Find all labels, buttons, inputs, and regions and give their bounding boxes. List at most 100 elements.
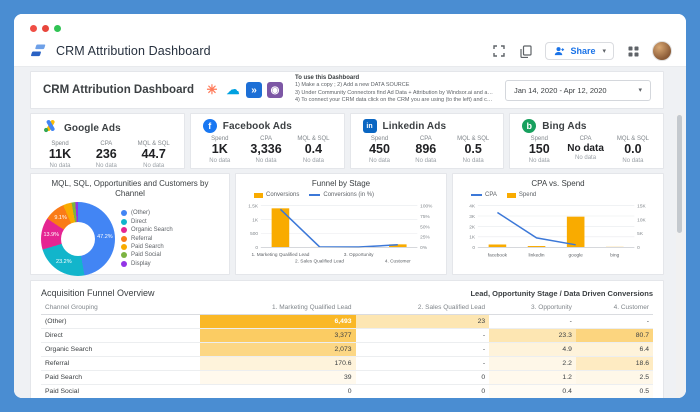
scorecards-row: Google Ads Spend 11K No data CPA 236 No data MQ…	[30, 113, 664, 169]
copy-pages-icon[interactable]	[518, 43, 534, 59]
svg-text:3K: 3K	[469, 214, 476, 220]
share-dropdown-caret[interactable]: ▾	[602, 48, 606, 55]
linkedin-scorecard: in Linkedin Ads Spend 450 No data CPA 896 No da…	[349, 113, 505, 169]
value-cell: 1.2	[489, 370, 576, 385]
acquisition-table-card: Acquisition Funnel Overview Lead, Opport…	[30, 280, 664, 398]
value-cell: 80.7	[575, 328, 653, 343]
legend-item-direct: Direct	[121, 218, 173, 226]
scorecard-name: Google Ads	[64, 123, 121, 134]
legend-swatch	[121, 243, 127, 250]
share-button-label: Share	[570, 46, 596, 56]
svg-text:25%: 25%	[420, 235, 430, 241]
legend-swatch	[121, 227, 127, 234]
metric-value: 44.7	[141, 147, 166, 161]
date-range-picker[interactable]: Jan 14, 2020 - Apr 12, 2020 ▾	[505, 79, 651, 101]
metric-cpa: CPA 236 No data	[91, 141, 121, 169]
legend-swatch	[121, 210, 127, 217]
fullscreen-icon[interactable]	[491, 43, 507, 59]
legend-item-spend: Spend	[506, 192, 537, 198]
scrollbar-track[interactable]	[676, 113, 683, 398]
crm-logo-row: ✳ ☁» ◉	[203, 82, 283, 98]
value-cell: 0.5	[575, 384, 653, 398]
funnel-chart-title: Funnel by Stage	[311, 179, 371, 188]
column-header[interactable]: 1. Marketing Qualified Lead	[200, 301, 356, 315]
metric-mql-sql: MQL & SQL 44.7 No data	[138, 141, 170, 169]
value-cell: 2.2	[489, 356, 576, 371]
svg-text:10K: 10K	[637, 217, 646, 223]
user-avatar[interactable]	[652, 41, 672, 61]
metric-spend: Spend 11K No data	[45, 141, 75, 169]
window-close-button[interactable]	[30, 24, 37, 32]
window-minimize-button[interactable]	[42, 24, 49, 32]
svg-text:1K: 1K	[252, 217, 259, 223]
bing-scorecard-header: b Bing Ads	[518, 119, 655, 133]
svg-text:75%: 75%	[420, 214, 430, 220]
table-row: Direct 3,377-23.3 80.7	[41, 328, 653, 343]
channel-cell: Direct	[41, 328, 201, 343]
value-cell: 170.6	[200, 356, 356, 371]
scrollbar-thumb[interactable]	[677, 115, 682, 233]
value-cell: 23	[355, 314, 490, 329]
scorecard-metrics: Spend 11K No data CPA 236 No data MQL & SQL 44.…	[39, 138, 176, 169]
value-cell: -	[355, 328, 490, 343]
share-button[interactable]: Share ▾	[545, 42, 614, 60]
salesforce-logo[interactable]: ☁	[224, 82, 241, 98]
metric-delta: No data	[143, 162, 165, 169]
legend-label: Paid Social	[131, 252, 162, 259]
column-header[interactable]: 3. Opportunity	[489, 301, 576, 315]
value-cell: -	[355, 356, 490, 371]
value-cell: 2.5	[575, 370, 653, 385]
metric-delta: No data	[462, 157, 484, 164]
metric-spend: Spend 1K No data	[205, 136, 235, 164]
svg-text:5K: 5K	[637, 231, 644, 237]
metric-delta: No data	[255, 157, 277, 164]
table-title: Acquisition Funnel Overview	[41, 288, 155, 298]
legend-swatch	[471, 194, 482, 196]
metric-mql-sql: MQL & SQL 0.0 No data	[617, 136, 649, 164]
legend-label: Conversions	[266, 192, 300, 198]
legend-label: Spend	[518, 192, 537, 198]
column-header[interactable]: Channel Grouping	[41, 301, 201, 315]
metric-delta: No data	[368, 157, 390, 164]
legend-swatch	[254, 192, 263, 198]
hubspot-logo[interactable]: ✳	[203, 82, 220, 98]
window-titlebar	[14, 14, 686, 36]
instruction-line-2: 3) Under Community Connectors find Ad Da…	[294, 89, 495, 96]
svg-text:1. Marketing Qualified Lead: 1. Marketing Qualified Lead	[251, 252, 309, 258]
channel-cell: Paid Search	[41, 370, 201, 385]
instruction-line-1: 1) Make a copy ; 2) Add a new DATA SOURC…	[294, 82, 410, 89]
apps-grid-icon[interactable]	[625, 43, 641, 59]
scorecard-name: Facebook Ads	[222, 120, 292, 132]
donut-slice-label: 13.9%	[43, 232, 60, 239]
column-header[interactable]: 4. Customer	[575, 301, 653, 315]
scorecard-name: Bing Ads	[542, 120, 587, 132]
metric-delta: No data	[622, 157, 644, 164]
arrow-connector-logo[interactable]: »	[245, 82, 262, 98]
instruction-line-3: 4) To connect your CRM data click on the…	[294, 97, 495, 104]
facebook-scorecard-header: f Facebook Ads	[199, 119, 336, 133]
legend-item-display: Display	[121, 260, 173, 268]
metric-value: 0.5	[464, 142, 482, 156]
donut-chart: 47.2% 23.2% 13.9% 9.1%	[41, 202, 115, 276]
table-row: Referral 170.6-2.2 18.6	[41, 356, 653, 371]
metric-label: CPA	[579, 136, 592, 142]
legend-swatch	[121, 218, 127, 225]
value-cell: -	[489, 314, 576, 329]
value-cell: 23.3	[489, 328, 576, 343]
legend-label: CPA	[485, 192, 497, 198]
cpa-chart-card: CPA vs. Spend CPA Spend 4K 3K 2K 1K 0 15K 10K 5K…	[452, 173, 664, 275]
donut-legend: (Other) Direct Organic Search Referral Paid …	[121, 210, 173, 267]
legend-swatch	[121, 252, 127, 259]
legend-item-conversions-in-: Conversions (in %)	[309, 192, 374, 198]
scorecard-metrics: Spend 1K No data CPA 3,336 No data MQL & SQL 0.…	[199, 133, 336, 164]
svg-text:0: 0	[637, 245, 640, 251]
metric-label: CPA	[260, 136, 273, 142]
legend-item--other-: (Other)	[121, 210, 173, 217]
window-zoom-button[interactable]	[54, 24, 61, 32]
channel-cell: (Other)	[41, 314, 201, 329]
legend-label: Paid Search	[131, 243, 164, 250]
analytics-logo[interactable]: ◉	[266, 82, 283, 98]
facebook-icon: f	[202, 119, 217, 133]
column-header[interactable]: 2. Sales Qualified Lead	[355, 301, 490, 315]
legend-label: Organic Search	[131, 227, 173, 234]
